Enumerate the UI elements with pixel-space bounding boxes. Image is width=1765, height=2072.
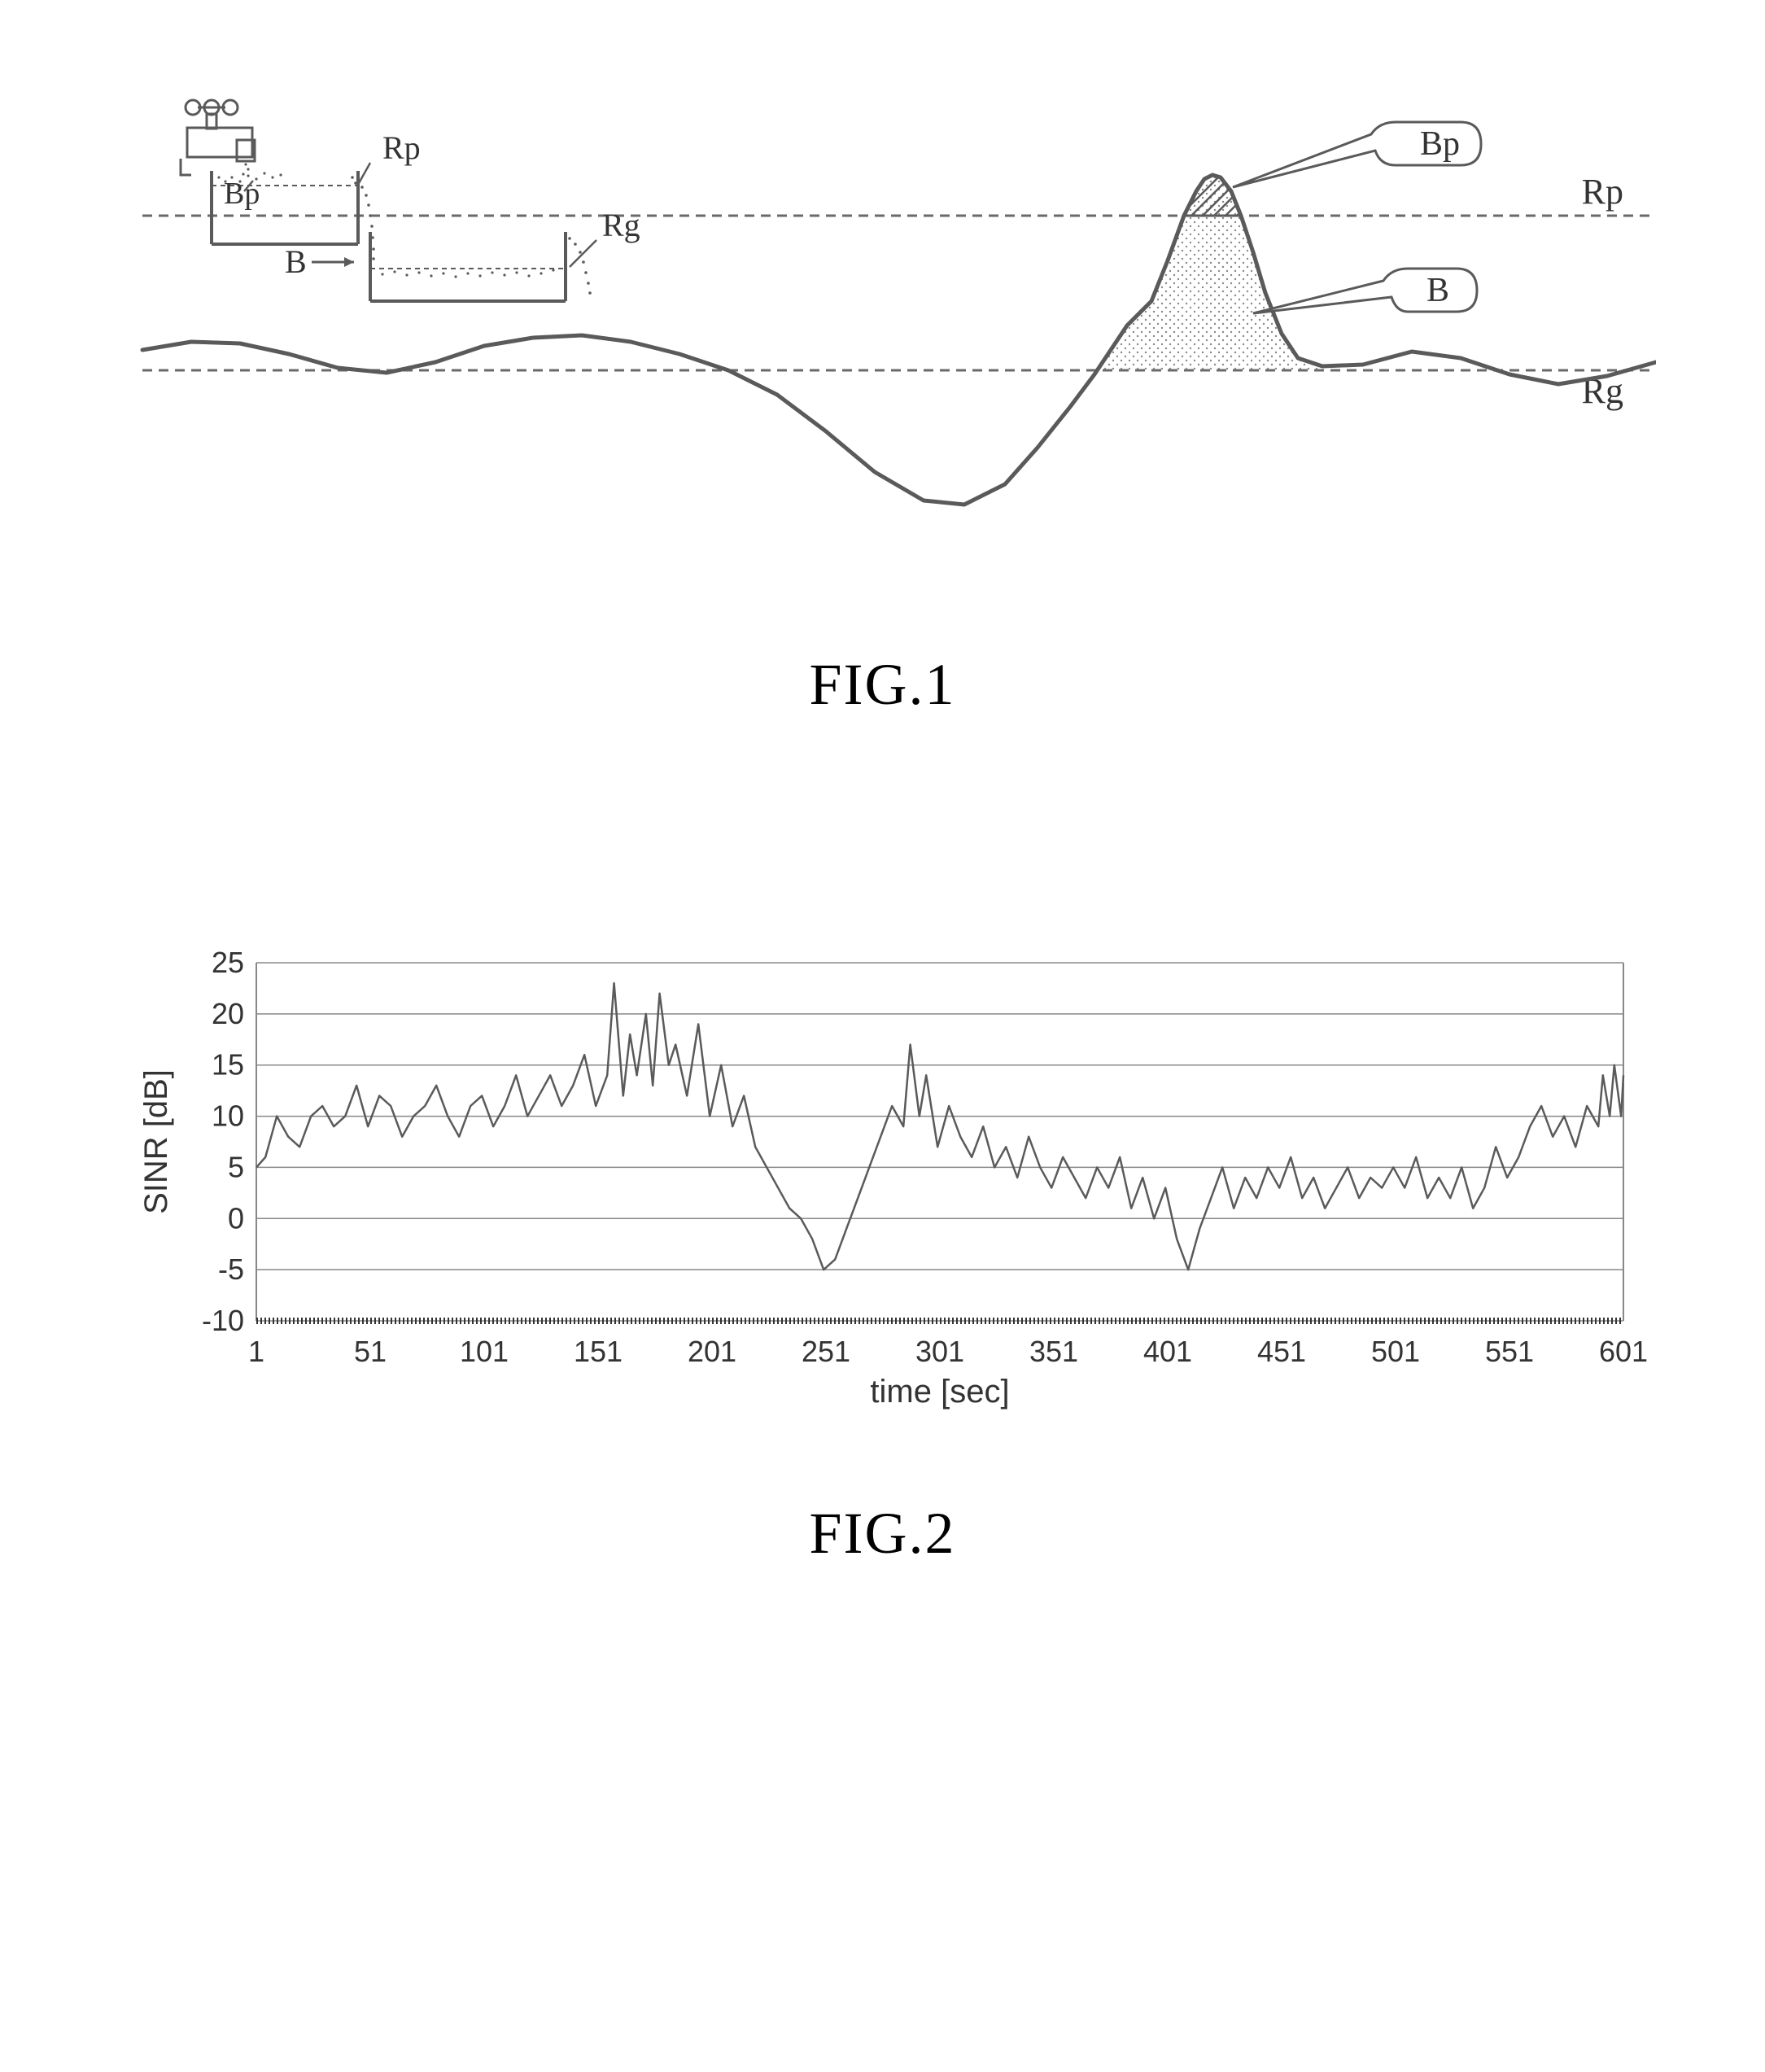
svg-text:601: 601 (1598, 1335, 1647, 1368)
svg-text:101: 101 (459, 1335, 508, 1368)
svg-text:25: 25 (211, 946, 243, 979)
svg-text:0: 0 (227, 1201, 243, 1235)
fig1-diagram: Rp Rg Bp B (110, 33, 1656, 602)
svg-text:-5: -5 (217, 1252, 243, 1286)
svg-text:551: 551 (1484, 1335, 1533, 1368)
tank-2 (370, 232, 592, 301)
svg-text:20: 20 (211, 997, 243, 1030)
figure-1: Rp Rg Bp B (33, 33, 1732, 719)
rp-label-right: Rp (1581, 172, 1623, 212)
svg-text:15: 15 (211, 1048, 243, 1082)
svg-text:51: 51 (353, 1335, 386, 1368)
signal-waveform (142, 175, 1656, 505)
svg-text:351: 351 (1029, 1335, 1077, 1368)
spacer (33, 784, 1732, 946)
inset-b-label: B (285, 243, 307, 280)
svg-text:201: 201 (687, 1335, 736, 1368)
rp-pointer (359, 163, 370, 183)
b-arrow-head (344, 257, 354, 267)
svg-text:-10: -10 (201, 1304, 243, 1337)
callout-b: B (1253, 269, 1477, 313)
fig2-caption: FIG.2 (33, 1500, 1732, 1567)
callout-b-text: B (1426, 272, 1449, 309)
svg-text:151: 151 (573, 1335, 622, 1368)
faucet-icon (181, 100, 255, 175)
svg-text:5: 5 (227, 1150, 243, 1183)
callout-bp: Bp (1233, 122, 1481, 187)
inset-diagram: Rp Bp B (181, 100, 640, 301)
svg-text:1: 1 (247, 1335, 264, 1368)
svg-text:301: 301 (915, 1335, 963, 1368)
svg-text:401: 401 (1142, 1335, 1191, 1368)
callout-bp-text: Bp (1420, 125, 1460, 163)
inset-rg-label: Rg (602, 207, 640, 243)
svg-text:10: 10 (211, 1099, 243, 1133)
svg-text:251: 251 (801, 1335, 850, 1368)
figure-2: -10-505101520251511011512012513013514014… (33, 946, 1732, 1567)
inset-rp-label: Rp (382, 129, 421, 166)
fig2-chart: -10-505101520251511011512012513013514014… (110, 946, 1656, 1394)
svg-text:451: 451 (1256, 1335, 1305, 1368)
fig1-svg: Rp Rg Bp B (110, 33, 1656, 602)
fig2-svg: -10-505101520251511011512012513013514014… (110, 946, 1656, 1418)
fig1-caption: FIG.1 (33, 651, 1732, 719)
svg-text:time [sec]: time [sec] (870, 1374, 1009, 1410)
inset-bp-label: Bp (224, 177, 260, 211)
svg-text:501: 501 (1370, 1335, 1419, 1368)
svg-text:SINR [dB]: SINR [dB] (138, 1069, 174, 1214)
